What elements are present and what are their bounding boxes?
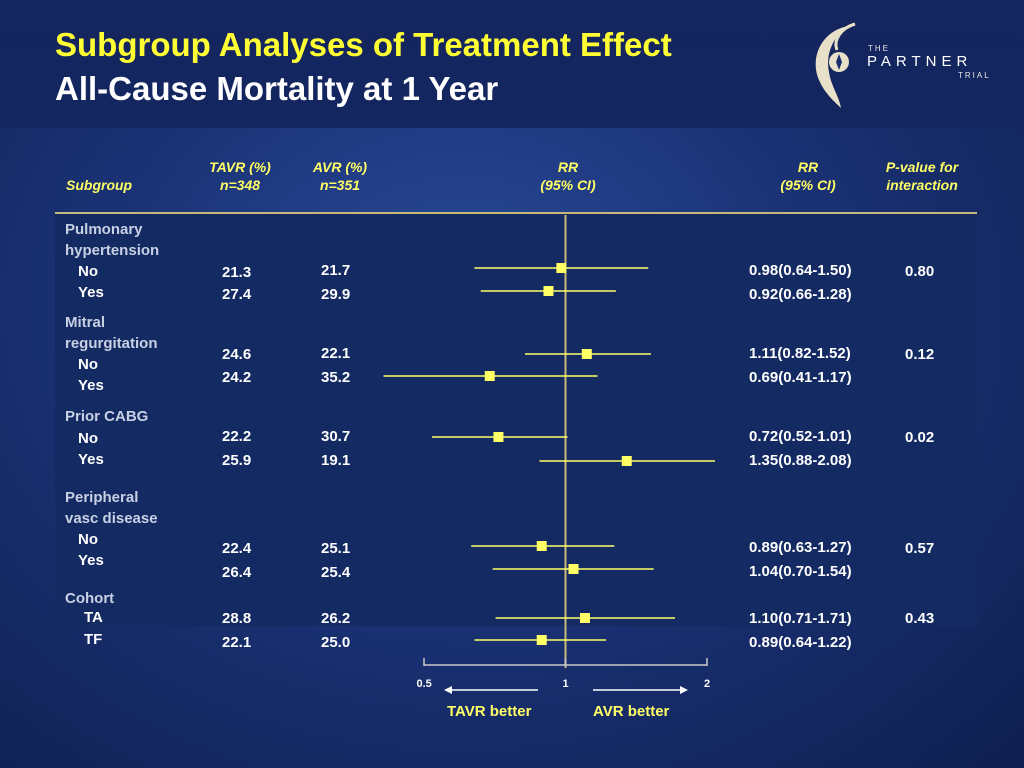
tavr-value: 26.4 xyxy=(222,564,252,581)
slide-title: Subgroup Analyses of Treatment Effect xyxy=(55,26,672,63)
rr-ci-text: 1.04(0.70-1.54) xyxy=(749,563,852,580)
header-pvalue-line2: interaction xyxy=(886,177,958,193)
header-avr-line2: n=351 xyxy=(319,177,361,193)
subgroup-label: Pulmonary hypertension xyxy=(65,219,159,261)
header-rr-plot-line2: (95% CI) xyxy=(540,177,596,193)
subgroup-label-line: Peripheral xyxy=(65,489,139,506)
header-rr-plot: RR (95% CI) xyxy=(518,158,618,194)
subgroup-label: Mitral regurgitation xyxy=(65,312,158,354)
tavr-value: 24.2 xyxy=(222,369,252,386)
header-rule xyxy=(55,212,977,214)
subgroup-label-line: hypertension xyxy=(65,242,160,259)
header-pvalue-line1: P-value for xyxy=(885,159,959,175)
tavr-better-label: TAVR better xyxy=(447,703,532,720)
header-rr-text-line2: (95% CI) xyxy=(780,177,836,193)
level-label: No xyxy=(78,430,98,447)
avr-value: 25.4 xyxy=(321,564,351,581)
header-subgroup: Subgroup xyxy=(66,177,133,193)
logo-partner-text: PARTNER xyxy=(867,53,973,70)
avr-value: 26.2 xyxy=(321,610,351,627)
header-avr: AVR (%) n=351 xyxy=(290,158,390,194)
axis-tick-label: 1 xyxy=(562,678,569,690)
rr-ci-text: 1.11(0.82-1.52) xyxy=(749,345,851,362)
header-rr-text-line1: RR xyxy=(797,159,819,175)
avr-value: 22.1 xyxy=(321,345,351,362)
header-pvalue: P-value for interaction xyxy=(872,158,972,194)
subgroup-label-line: vasc disease xyxy=(65,510,158,527)
interaction-pvalue: 0.57 xyxy=(905,540,935,557)
tavr-value: 28.8 xyxy=(222,610,252,627)
header-rr-text: RR (95% CI) xyxy=(758,158,858,194)
subgroup-label-line: Prior CABG xyxy=(65,408,149,425)
avr-value: 35.2 xyxy=(321,369,351,386)
axis-tick-label: 0.5 xyxy=(416,678,432,690)
subgroup-label: Peripheral vasc disease xyxy=(65,487,158,529)
level-label: TF xyxy=(84,631,103,648)
slide-subtitle: All-Cause Mortality at 1 Year xyxy=(55,70,499,107)
level-label: Yes xyxy=(78,284,104,301)
header-tavr-line1: TAVR (%) xyxy=(209,159,271,175)
tavr-value: 22.1 xyxy=(222,634,252,651)
tavr-value: 22.4 xyxy=(222,540,252,557)
header-rr-plot-line1: RR xyxy=(557,159,579,175)
rr-ci-text: 0.72(0.52-1.01) xyxy=(749,428,852,445)
level-label: No xyxy=(78,263,98,280)
avr-better-arrowhead xyxy=(680,686,688,694)
subgroup-label-line: Pulmonary xyxy=(65,221,143,238)
subgroup-label-line: Mitral xyxy=(65,314,106,331)
header-tavr: TAVR (%) n=348 xyxy=(190,158,290,194)
interaction-pvalue: 0.80 xyxy=(905,263,935,280)
rr-ci-text: 0.98(0.64-1.50) xyxy=(749,262,852,279)
rr-ci-text: 0.92(0.66-1.28) xyxy=(749,286,852,303)
logo-trial-text: TRIAL xyxy=(958,71,991,80)
rr-ci-text: 1.10(0.71-1.71) xyxy=(749,610,852,627)
interaction-pvalue: 0.12 xyxy=(905,346,935,363)
tavr-value: 27.4 xyxy=(222,286,252,303)
avr-value: 29.9 xyxy=(321,286,351,303)
avr-value: 19.1 xyxy=(321,452,351,469)
level-label: TA xyxy=(84,609,103,626)
interaction-pvalue: 0.02 xyxy=(905,429,935,446)
tavr-better-arrowhead xyxy=(444,686,452,694)
avr-value: 25.0 xyxy=(321,634,351,651)
subgroup-label: Prior CABG xyxy=(65,406,148,427)
subgroup-label-line: Cohort xyxy=(65,590,115,607)
level-label: No xyxy=(78,531,98,548)
title-band xyxy=(0,0,1024,128)
axis-tick-label: 2 xyxy=(704,678,711,690)
interaction-pvalue: 0.43 xyxy=(905,610,935,627)
partner-logo-icon xyxy=(815,22,856,108)
rr-ci-text: 0.69(0.41-1.17) xyxy=(749,369,852,386)
tavr-value: 22.2 xyxy=(222,428,252,445)
avr-better-label: AVR better xyxy=(593,703,670,720)
header-avr-line1: AVR (%) xyxy=(312,159,368,175)
rr-ci-text: 0.89(0.63-1.27) xyxy=(749,539,852,556)
header-tavr-line2: n=348 xyxy=(219,177,261,193)
rr-ci-text: 1.35(0.88-2.08) xyxy=(749,452,852,469)
rr-marker xyxy=(536,635,547,645)
avr-value: 25.1 xyxy=(321,540,351,557)
logo-the-text: THE xyxy=(868,44,890,53)
level-label: Yes xyxy=(78,451,104,468)
subgroup-label: Cohort xyxy=(65,588,114,609)
avr-value: 30.7 xyxy=(321,428,351,445)
tavr-value: 25.9 xyxy=(222,452,252,469)
table-panel xyxy=(55,213,977,626)
subgroup-label-line: regurgitation xyxy=(65,335,158,352)
avr-value: 21.7 xyxy=(321,262,351,279)
tavr-value: 21.3 xyxy=(222,264,252,281)
level-label: Yes xyxy=(78,377,104,394)
tavr-value: 24.6 xyxy=(222,346,252,363)
level-label: Yes xyxy=(78,552,104,569)
rr-ci-text: 0.89(0.64-1.22) xyxy=(749,634,852,651)
level-label: No xyxy=(78,356,98,373)
